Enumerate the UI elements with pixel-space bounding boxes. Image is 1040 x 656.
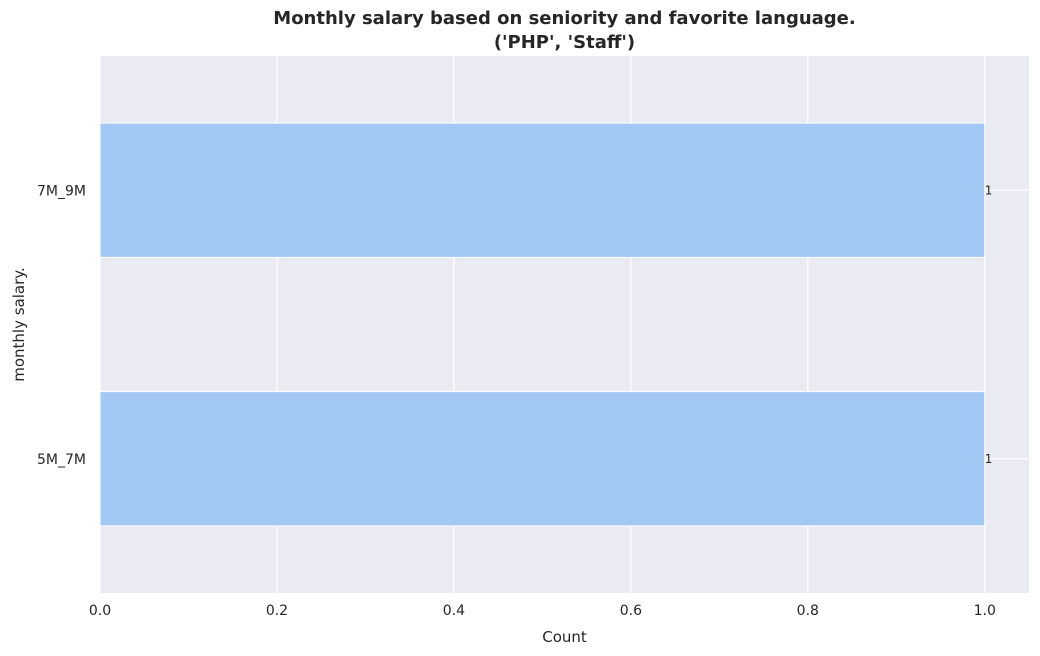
bars	[99, 122, 986, 527]
data-label: 1	[985, 452, 993, 466]
y-tick-label: 7M_9M	[37, 183, 86, 199]
x-tick-labels: 0.0 0.2 0.4 0.6 0.8 1.0	[89, 603, 996, 619]
x-tick-label: 0.2	[266, 603, 288, 619]
y-axis-label: monthly salary.	[10, 267, 28, 382]
y-tick-label: 5M_7M	[37, 452, 86, 468]
x-tick-label: 0.0	[89, 603, 111, 619]
x-tick-label: 0.4	[443, 603, 465, 619]
data-labels: 11	[985, 183, 993, 466]
chart-subtitle: ('PHP', 'Staff')	[494, 32, 635, 53]
x-tick-label: 0.6	[620, 603, 642, 619]
x-tick-label: 0.8	[797, 603, 819, 619]
data-label: 1	[985, 183, 993, 197]
bar-5M_7M	[99, 391, 986, 527]
y-tick-labels: 7M_9M 5M_7M	[37, 183, 86, 468]
x-tick-label: 1.0	[974, 603, 996, 619]
x-axis-label: Count	[542, 628, 587, 646]
chart-title: Monthly salary based on seniority and fa…	[273, 8, 855, 29]
bar-7M_9M	[99, 122, 986, 258]
